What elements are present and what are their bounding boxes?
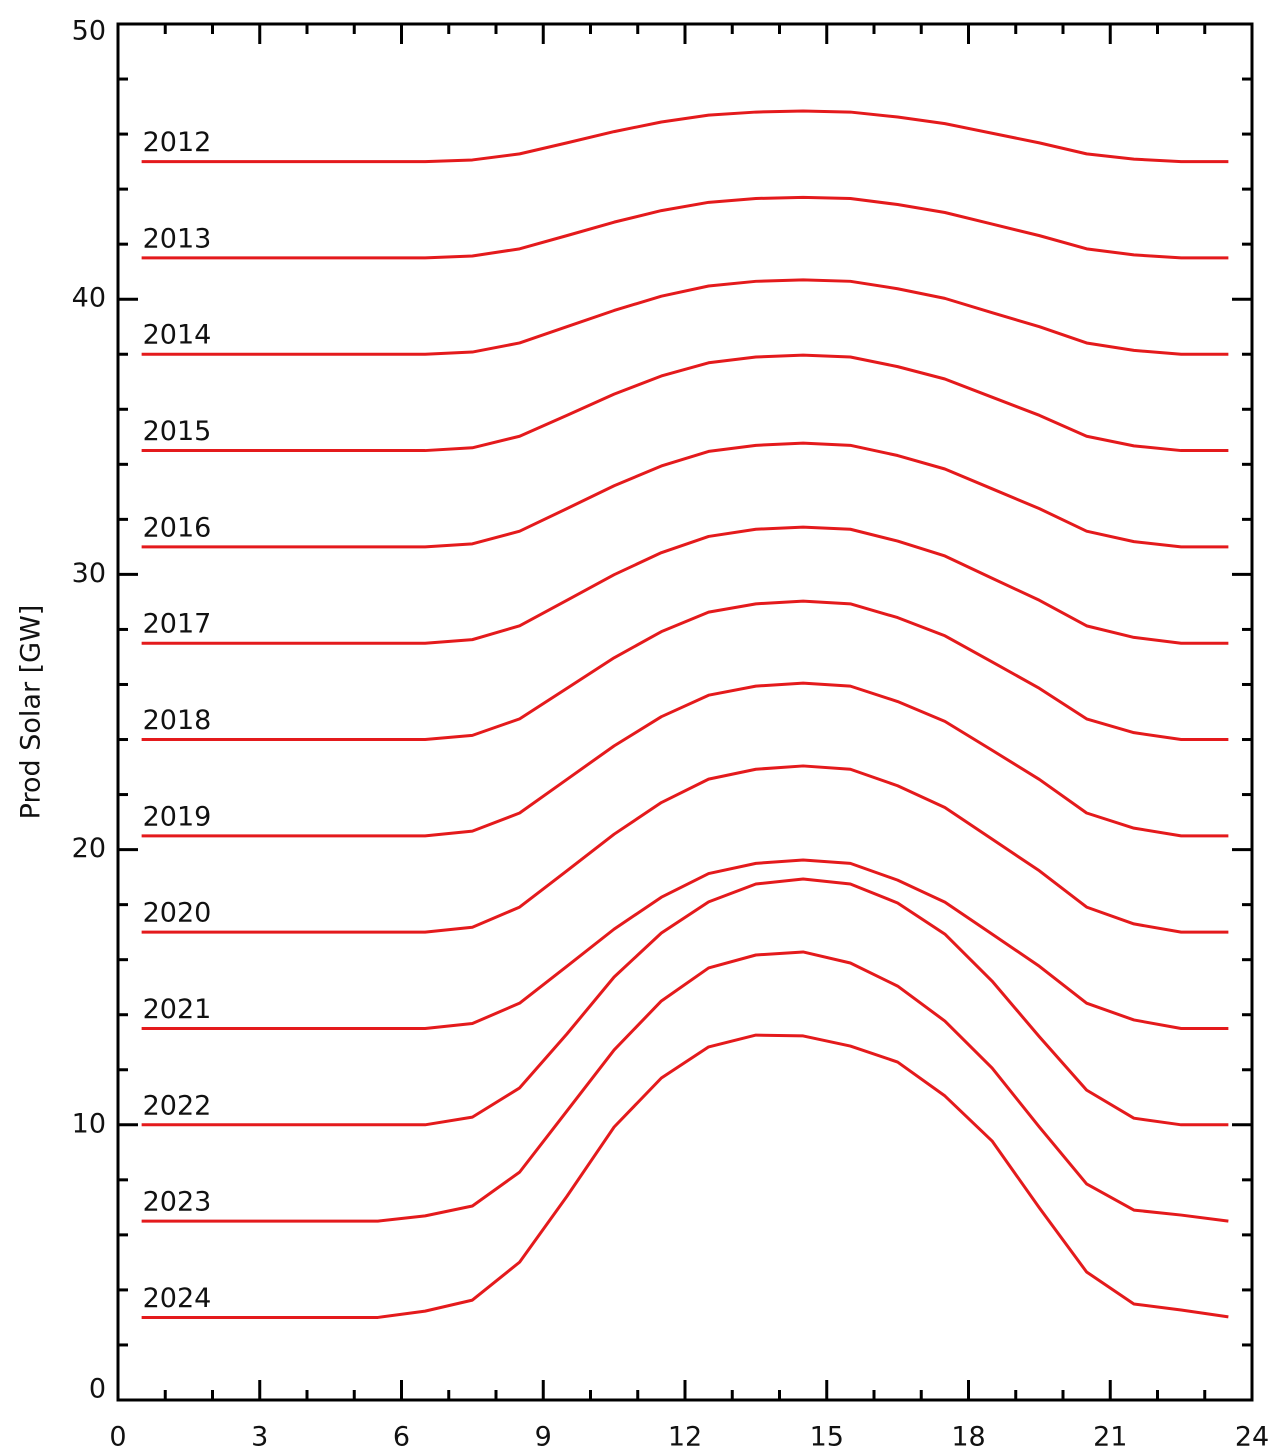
x-tick-label: 3 xyxy=(251,1422,268,1452)
series-line xyxy=(141,764,1229,934)
series-label: 2018 xyxy=(143,705,212,736)
series-line xyxy=(141,1033,1229,1319)
series-line xyxy=(141,681,1229,838)
series-label: 2020 xyxy=(143,898,212,929)
x-tick-label: 15 xyxy=(810,1422,844,1452)
series-line xyxy=(141,278,1229,356)
y-tick-label: 50 xyxy=(72,16,106,47)
series-label: 2023 xyxy=(143,1187,212,1218)
x-tick-label: 12 xyxy=(668,1422,702,1452)
series-line xyxy=(141,858,1229,1030)
x-tick-label: 21 xyxy=(1093,1422,1127,1452)
series-label: 2015 xyxy=(143,416,212,447)
series-line xyxy=(141,109,1229,164)
series-label: 2016 xyxy=(143,512,212,543)
series-label: 2012 xyxy=(143,127,212,158)
y-tick-label: 10 xyxy=(72,1108,106,1139)
series-line xyxy=(141,877,1229,1127)
x-tick-label: 18 xyxy=(951,1422,985,1452)
series-label: 2019 xyxy=(143,801,212,832)
series-line xyxy=(141,195,1229,260)
y-tick-label: 0 xyxy=(89,1374,106,1405)
x-tick-label: 0 xyxy=(109,1422,126,1452)
series-label: 2014 xyxy=(143,320,212,351)
series-line xyxy=(141,599,1229,742)
series-line xyxy=(141,525,1229,645)
series-label: 2021 xyxy=(143,994,212,1025)
series-line xyxy=(141,441,1229,549)
y-tick-label: 30 xyxy=(72,558,106,589)
series-label: 2013 xyxy=(143,223,212,254)
y-tick-label: 40 xyxy=(72,283,106,314)
x-tick-label: 24 xyxy=(1235,1422,1269,1452)
series-label: 2017 xyxy=(143,609,212,640)
x-tick-label: 6 xyxy=(393,1422,410,1452)
series-line xyxy=(141,353,1229,453)
series-label: 2024 xyxy=(143,1283,212,1314)
series-line xyxy=(141,950,1229,1223)
y-axis-label: Prod Solar [GW] xyxy=(16,605,47,820)
x-tick-label: 9 xyxy=(535,1422,552,1452)
y-tick-label: 20 xyxy=(72,833,106,864)
series-label: 2022 xyxy=(143,1090,212,1121)
plot-frame xyxy=(116,22,1254,1402)
